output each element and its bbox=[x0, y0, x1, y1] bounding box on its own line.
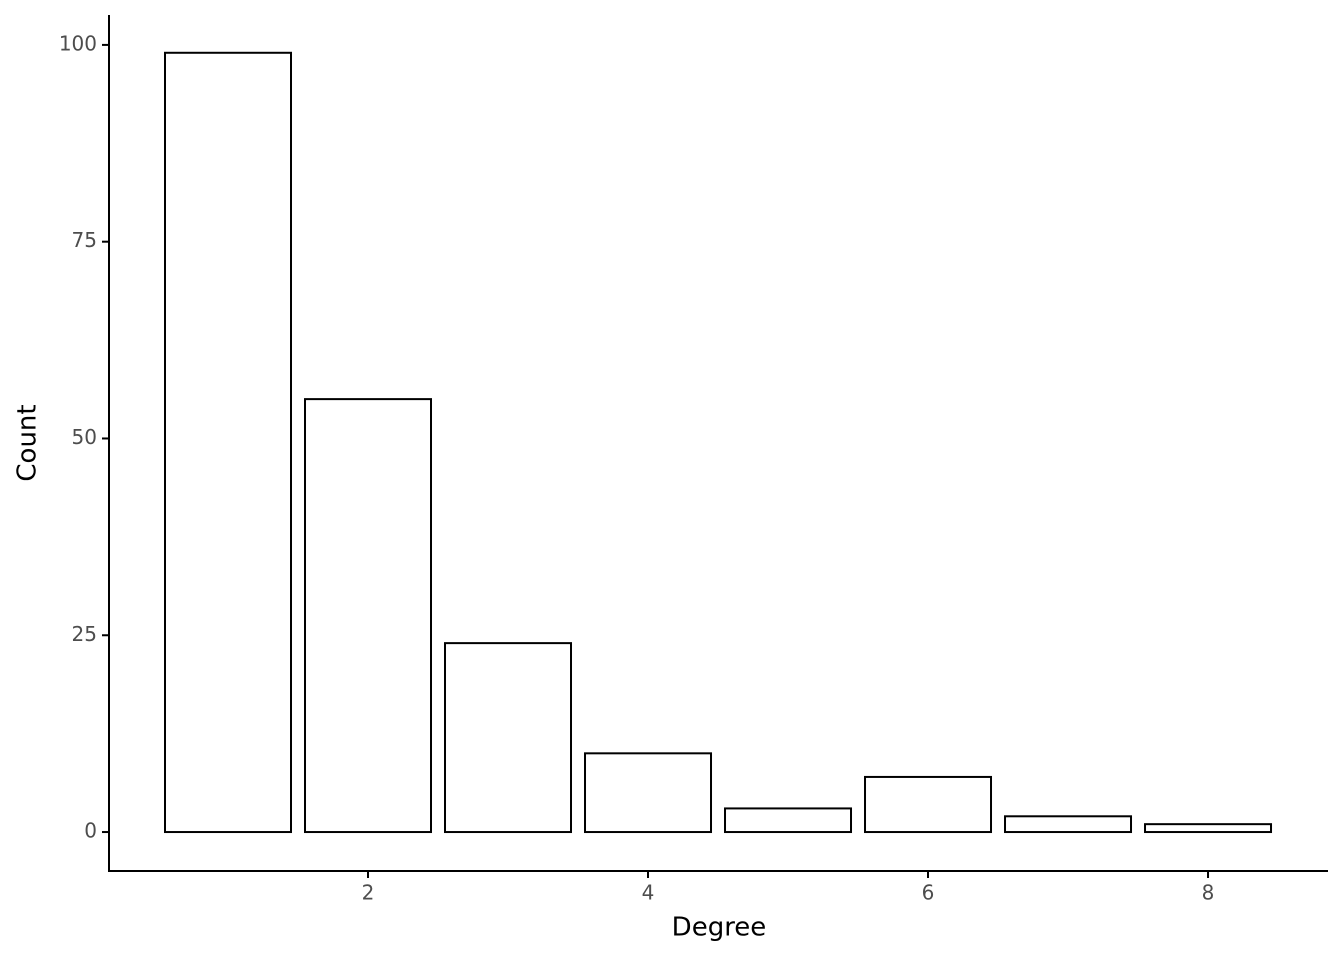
bar bbox=[444, 642, 573, 834]
bar bbox=[584, 752, 713, 834]
bar bbox=[304, 398, 433, 834]
bar bbox=[724, 807, 853, 834]
bar bbox=[864, 775, 993, 834]
y-tick-label: 50 bbox=[72, 425, 97, 449]
x-tick-label: 2 bbox=[362, 881, 375, 905]
y-tick-label: 75 bbox=[72, 228, 97, 252]
bar bbox=[164, 51, 293, 834]
x-tick-label: 6 bbox=[922, 881, 935, 905]
y-tick-label: 25 bbox=[72, 622, 97, 646]
x-tick-label: 4 bbox=[642, 881, 655, 905]
x-axis-title: Degree bbox=[672, 913, 767, 943]
bar bbox=[1004, 815, 1133, 834]
y-tick-label: 0 bbox=[84, 819, 97, 843]
bar bbox=[1144, 823, 1273, 834]
y-tick-label: 100 bbox=[59, 31, 97, 55]
x-tick-label: 8 bbox=[1202, 881, 1215, 905]
y-axis-title: Count bbox=[13, 404, 43, 481]
